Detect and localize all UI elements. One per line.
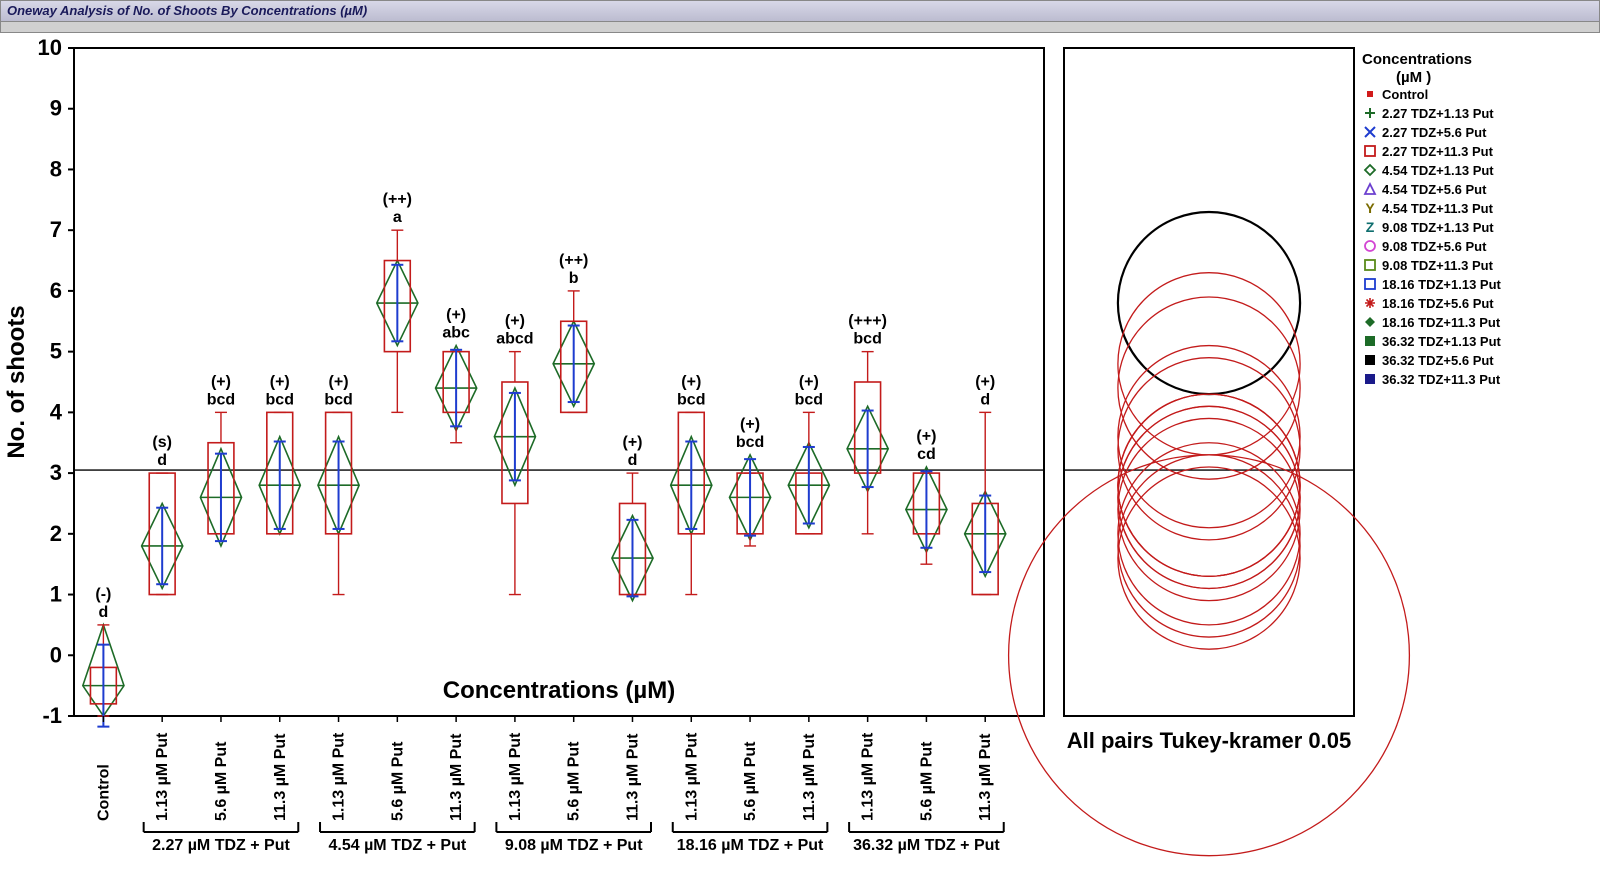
svg-text:abc: abc (442, 325, 470, 342)
chart-container: -1012345678910No. of shoots(-)d(s)d(+)bc… (4, 36, 1596, 883)
svg-text:18.16 µM TDZ + Put: 18.16 µM TDZ + Put (677, 837, 824, 854)
svg-text:1.13 µM Put: 1.13 µM Put (860, 732, 877, 821)
svg-text:5.6 µM Put: 5.6 µM Put (918, 741, 935, 821)
svg-text:2.27 TDZ+1.13 Put: 2.27 TDZ+1.13 Put (1382, 106, 1494, 121)
toolbar-strip (0, 22, 1600, 33)
svg-text:(+): (+) (211, 373, 231, 390)
svg-text:5: 5 (50, 339, 62, 364)
svg-text:Concentrations: Concentrations (1362, 51, 1472, 68)
svg-text:cd: cd (917, 446, 936, 463)
svg-text:36.32 TDZ+11.3 Put: 36.32 TDZ+11.3 Put (1382, 372, 1501, 387)
svg-text:11.3 µM Put: 11.3 µM Put (448, 733, 465, 821)
svg-text:(+): (+) (329, 373, 349, 390)
svg-text:1.13 µM Put: 1.13 µM Put (683, 732, 700, 821)
svg-text:6: 6 (50, 278, 62, 303)
svg-text:bcd: bcd (207, 391, 235, 408)
svg-text:36.32 TDZ+5.6 Put: 36.32 TDZ+5.6 Put (1382, 353, 1494, 368)
window-title: Oneway Analysis of No. of Shoots By Conc… (7, 3, 367, 18)
svg-text:10: 10 (38, 36, 62, 60)
svg-text:4.54 µM TDZ + Put: 4.54 µM TDZ + Put (328, 837, 466, 854)
svg-text:(+): (+) (270, 373, 290, 390)
svg-text:11.3 µM Put: 11.3 µM Put (624, 733, 641, 821)
svg-text:5.6 µM Put: 5.6 µM Put (566, 741, 583, 821)
svg-text:18.16 TDZ+11.3 Put: 18.16 TDZ+11.3 Put (1382, 315, 1501, 330)
svg-text:2: 2 (50, 521, 62, 546)
svg-text:1.13 µM Put: 1.13 µM Put (331, 732, 348, 821)
svg-text:-1: -1 (42, 703, 62, 728)
svg-text:9: 9 (50, 96, 62, 121)
svg-text:No. of shoots: No. of shoots (4, 305, 30, 458)
svg-text:5.6 µM Put: 5.6 µM Put (389, 741, 406, 821)
svg-text:(+): (+) (799, 373, 819, 390)
svg-text:9.08 TDZ+5.6 Put: 9.08 TDZ+5.6 Put (1382, 239, 1487, 254)
svg-text:4: 4 (50, 399, 63, 424)
svg-text:(+): (+) (916, 428, 936, 445)
svg-text:d: d (628, 452, 638, 469)
svg-text:9.08 TDZ+11.3 Put: 9.08 TDZ+11.3 Put (1382, 258, 1494, 273)
svg-text:1.13 µM Put: 1.13 µM Put (507, 732, 524, 821)
svg-text:b: b (569, 270, 579, 287)
svg-text:2.27 µM TDZ + Put: 2.27 µM TDZ + Put (152, 837, 290, 854)
svg-text:bcd: bcd (677, 391, 705, 408)
svg-text:11.3 µM Put: 11.3 µM Put (977, 733, 994, 821)
svg-text:9.08 TDZ+1.13 Put: 9.08 TDZ+1.13 Put (1382, 220, 1494, 235)
svg-text:2.27 TDZ+5.6 Put: 2.27 TDZ+5.6 Put (1382, 125, 1487, 140)
svg-text:All pairs Tukey-kramer 0.05: All pairs Tukey-kramer 0.05 (1067, 728, 1352, 753)
svg-text:8: 8 (50, 156, 62, 181)
svg-text:5.6 µM Put: 5.6 µM Put (742, 741, 759, 821)
svg-text:(s): (s) (152, 434, 172, 451)
svg-text:(µM ): (µM ) (1396, 69, 1431, 86)
svg-text:4.54 TDZ+11.3 Put: 4.54 TDZ+11.3 Put (1382, 201, 1494, 216)
app-window: Oneway Analysis of No. of Shoots By Conc… (0, 0, 1600, 887)
title-bar: Oneway Analysis of No. of Shoots By Conc… (0, 0, 1600, 22)
svg-text:(++): (++) (559, 252, 588, 269)
svg-text:(-): (-) (95, 586, 111, 603)
svg-text:d: d (99, 604, 109, 621)
svg-text:11.3 µM Put: 11.3 µM Put (801, 733, 818, 821)
svg-text:bcd: bcd (266, 391, 294, 408)
svg-text:d: d (157, 452, 167, 469)
svg-text:Control: Control (95, 764, 112, 821)
svg-text:1: 1 (50, 582, 62, 607)
svg-text:(+): (+) (975, 373, 995, 390)
svg-text:9.08 µM TDZ + Put: 9.08 µM TDZ + Put (505, 837, 643, 854)
svg-text:2.27 TDZ+11.3 Put: 2.27 TDZ+11.3 Put (1382, 144, 1494, 159)
svg-text:7: 7 (50, 217, 62, 242)
svg-text:(+): (+) (681, 373, 701, 390)
svg-text:36.32 TDZ+1.13 Put: 36.32 TDZ+1.13 Put (1382, 334, 1502, 349)
svg-text:Y: Y (1365, 200, 1375, 216)
svg-text:Concentrations (µM): Concentrations (µM) (443, 677, 676, 704)
svg-text:bcd: bcd (736, 434, 764, 451)
svg-text:1.13 µM Put: 1.13 µM Put (154, 732, 171, 821)
svg-text:bcd: bcd (853, 331, 881, 348)
svg-text:4.54 TDZ+1.13 Put: 4.54 TDZ+1.13 Put (1382, 163, 1494, 178)
svg-text:bcd: bcd (324, 391, 352, 408)
svg-text:3: 3 (50, 460, 62, 485)
svg-text:(+): (+) (505, 313, 525, 330)
svg-text:(++): (++) (383, 191, 412, 208)
svg-text:36.32 µM TDZ + Put: 36.32 µM TDZ + Put (853, 837, 1000, 854)
svg-text:bcd: bcd (795, 391, 823, 408)
svg-text:abcd: abcd (496, 331, 533, 348)
svg-text:(+): (+) (740, 416, 760, 433)
oneway-chart: -1012345678910No. of shoots(-)d(s)d(+)bc… (4, 36, 1596, 883)
svg-text:0: 0 (50, 642, 62, 667)
svg-text:5.6 µM Put: 5.6 µM Put (213, 741, 230, 821)
svg-text:Control: Control (1382, 87, 1428, 102)
svg-text:Z: Z (1366, 219, 1375, 235)
svg-text:(+++): (+++) (848, 313, 887, 330)
svg-text:(+): (+) (446, 307, 466, 324)
svg-text:11.3 µM Put: 11.3 µM Put (272, 733, 289, 821)
svg-text:18.16 TDZ+1.13 Put: 18.16 TDZ+1.13 Put (1382, 277, 1502, 292)
svg-text:(+): (+) (622, 434, 642, 451)
svg-text:a: a (393, 209, 402, 226)
svg-text:4.54 TDZ+5.6 Put: 4.54 TDZ+5.6 Put (1382, 182, 1487, 197)
svg-text:d: d (980, 391, 990, 408)
svg-text:18.16 TDZ+5.6 Put: 18.16 TDZ+5.6 Put (1382, 296, 1494, 311)
